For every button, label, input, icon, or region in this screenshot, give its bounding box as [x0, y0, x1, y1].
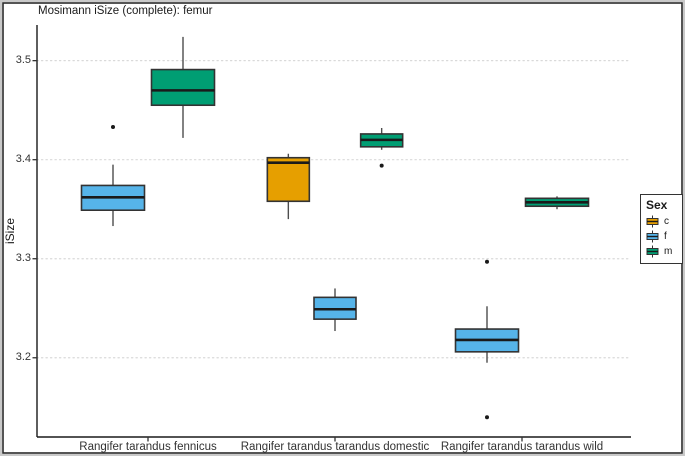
- boxplot-key-icon: [646, 245, 659, 258]
- chart-title: Mosimann iSize (complete): femur: [38, 5, 213, 17]
- legend-entry-label: c: [664, 216, 669, 227]
- x-axis-category-label: Rangifer tarandus fennicus: [79, 441, 217, 453]
- legend-entry: c: [646, 214, 680, 229]
- legend-entry-label: f: [664, 231, 667, 242]
- legend-title: Sex: [646, 198, 668, 212]
- y-tick-label: 3.5: [15, 54, 31, 67]
- x-axis-category-label: Rangifer tarandus tarandus domestic: [240, 441, 430, 453]
- y-tick-label: 3.4: [15, 153, 31, 166]
- y-tick-label: 3.3: [15, 252, 31, 265]
- legend-entry-label: m: [664, 246, 673, 257]
- x-axis-category-label: Rangifer tarandus tarandus wild: [440, 441, 604, 453]
- legend-entry: f: [646, 229, 680, 244]
- legend: Sex c f m: [640, 194, 683, 264]
- boxplot-key-icon: [646, 215, 659, 228]
- y-tick-label: 3.2: [15, 351, 31, 364]
- legend-entry: m: [646, 244, 680, 259]
- y-axis-label: iSize: [3, 218, 17, 245]
- boxplot-key-icon: [646, 230, 659, 243]
